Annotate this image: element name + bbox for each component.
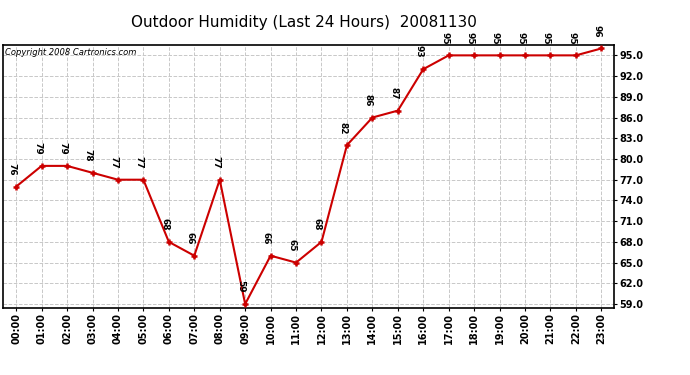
- Text: 78: 78: [84, 149, 93, 162]
- Text: Outdoor Humidity (Last 24 Hours)  20081130: Outdoor Humidity (Last 24 Hours) 2008113…: [130, 15, 477, 30]
- Text: 95: 95: [466, 32, 475, 44]
- Text: 86: 86: [364, 94, 373, 106]
- Text: 77: 77: [135, 156, 144, 169]
- Text: 95: 95: [440, 32, 449, 44]
- Text: 66: 66: [186, 232, 195, 244]
- Text: 93: 93: [415, 45, 424, 58]
- Text: 76: 76: [8, 163, 17, 176]
- Text: 79: 79: [59, 142, 68, 155]
- Text: 68: 68: [160, 218, 169, 231]
- Text: 59: 59: [237, 280, 246, 293]
- Text: 65: 65: [288, 239, 297, 252]
- Text: 79: 79: [33, 142, 42, 155]
- Text: 95: 95: [491, 32, 500, 44]
- Text: 77: 77: [109, 156, 118, 169]
- Text: 95: 95: [516, 32, 525, 44]
- Text: 82: 82: [338, 122, 347, 134]
- Text: 87: 87: [389, 87, 398, 99]
- Text: 68: 68: [313, 218, 322, 231]
- Text: 66: 66: [262, 232, 271, 244]
- Text: 96: 96: [593, 25, 602, 38]
- Text: 95: 95: [567, 32, 576, 44]
- Text: Copyright 2008 Cartronics.com: Copyright 2008 Cartronics.com: [5, 48, 136, 57]
- Text: 95: 95: [542, 32, 551, 44]
- Text: 77: 77: [211, 156, 220, 169]
